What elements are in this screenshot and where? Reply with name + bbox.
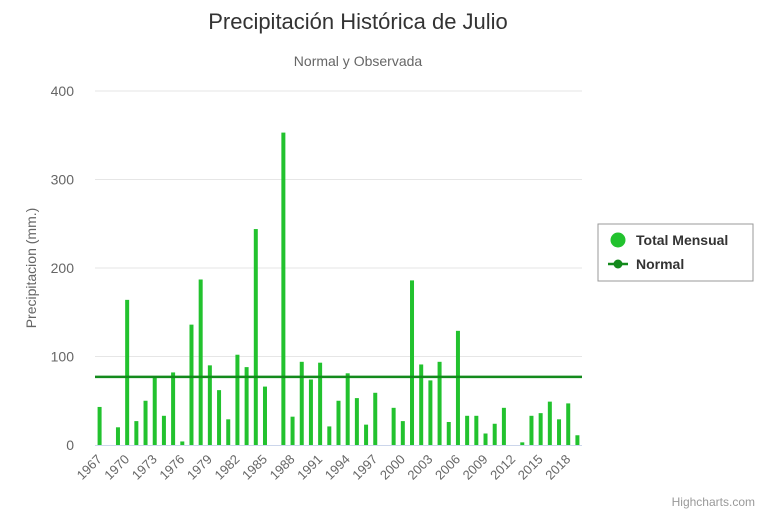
bar-2014[interactable] [529, 415, 534, 445]
y-tick-label: 100 [51, 349, 75, 365]
y-tick-label: 0 [66, 437, 74, 453]
y-axis-label: Precipitacion (mm.) [23, 208, 39, 329]
bar-1987[interactable] [281, 132, 286, 445]
bar-1996[interactable] [364, 424, 369, 445]
x-tick-label: 2006 [432, 452, 463, 483]
bar-1990[interactable] [308, 379, 313, 445]
bar-1977[interactable] [189, 324, 194, 445]
chart-title: Precipitación Histórica de Julio [208, 9, 508, 34]
bar-1995[interactable] [354, 398, 359, 445]
bar-1979[interactable] [207, 365, 212, 445]
bar-1980[interactable] [217, 390, 222, 445]
legend-normal-label[interactable]: Normal [636, 256, 684, 272]
bar-2004[interactable] [437, 361, 442, 445]
bar-1978[interactable] [198, 279, 203, 446]
x-tick-label: 2015 [515, 452, 546, 483]
x-tick-label: 1970 [101, 452, 132, 483]
bar-1967[interactable] [97, 406, 102, 445]
bar-1997[interactable] [373, 392, 378, 445]
bar-1999[interactable] [391, 407, 396, 445]
chart-subtitle: Normal y Observada [294, 53, 423, 69]
bar-1985[interactable] [262, 386, 267, 445]
x-tick-label: 2003 [404, 452, 435, 483]
bar-2006[interactable] [455, 330, 460, 445]
y-axis-ticks: 0 100 200 300 400 [51, 83, 75, 453]
bar-2000[interactable] [400, 421, 405, 445]
legend-box [597, 223, 754, 282]
bar-2015[interactable] [538, 413, 543, 445]
x-tick-label: 1976 [156, 452, 187, 483]
x-tick-label: 1973 [129, 452, 160, 483]
bar-2009[interactable] [483, 433, 488, 446]
credits-link[interactable]: Highcharts.com [672, 495, 755, 509]
x-tick-label: 2000 [377, 452, 408, 483]
y-tick-label: 200 [51, 260, 75, 276]
bar-2002[interactable] [419, 364, 424, 445]
x-tick-label: 2009 [460, 452, 491, 483]
bar-1971[interactable] [134, 421, 139, 445]
bar-1982[interactable] [235, 354, 240, 445]
x-axis-ticks: 1967197019731976197919821985198819911994… [74, 452, 574, 483]
bar-1983[interactable] [244, 367, 249, 445]
bar-2018[interactable] [566, 403, 571, 445]
bar-1974[interactable] [161, 415, 166, 445]
legend: Total Mensual Normal [597, 223, 754, 282]
x-tick-label: 1985 [239, 452, 270, 483]
bar-1970[interactable] [125, 299, 130, 445]
legend-normal-marker[interactable] [613, 259, 623, 269]
bar-1975[interactable] [171, 372, 176, 445]
legend-total-mensual-label[interactable]: Total Mensual [636, 232, 728, 248]
x-tick-label: 1991 [294, 452, 325, 483]
bar-1973[interactable] [152, 377, 157, 445]
bar-2016[interactable] [547, 401, 552, 445]
bars-layer [97, 132, 580, 446]
bar-1981[interactable] [226, 419, 231, 445]
bar-1993[interactable] [336, 400, 341, 445]
bar-2003[interactable] [428, 380, 433, 445]
bar-2019[interactable] [575, 435, 580, 445]
grid-layer [95, 90, 582, 357]
legend-total-mensual-marker[interactable] [610, 232, 626, 248]
x-tick-label: 1988 [267, 452, 298, 483]
x-tick-label: 1997 [349, 452, 380, 483]
bar-1988[interactable] [290, 416, 295, 445]
bar-2013[interactable] [520, 442, 525, 445]
bar-2005[interactable] [446, 421, 451, 445]
bar-2011[interactable] [501, 407, 506, 445]
x-tick-label: 1982 [211, 452, 242, 483]
x-tick-label: 2012 [487, 452, 518, 483]
bar-1976[interactable] [180, 441, 185, 445]
x-tick-label: 1979 [184, 452, 215, 483]
bar-2017[interactable] [557, 419, 562, 445]
bar-1972[interactable] [143, 400, 148, 445]
bar-1984[interactable] [253, 229, 258, 445]
y-tick-label: 400 [51, 83, 75, 99]
bar-1969[interactable] [115, 427, 120, 445]
bar-1994[interactable] [345, 373, 350, 445]
y-tick-label: 300 [51, 172, 75, 188]
x-tick-label: 2018 [542, 452, 573, 483]
x-tick-label: 1967 [74, 452, 105, 483]
bar-1989[interactable] [299, 361, 304, 445]
bar-1991[interactable] [318, 362, 323, 445]
x-tick-label: 1994 [322, 452, 353, 483]
bar-2007[interactable] [465, 415, 470, 445]
bar-2001[interactable] [410, 280, 415, 445]
bar-2010[interactable] [492, 423, 497, 445]
bar-2008[interactable] [474, 415, 479, 445]
bar-1992[interactable] [327, 426, 332, 445]
